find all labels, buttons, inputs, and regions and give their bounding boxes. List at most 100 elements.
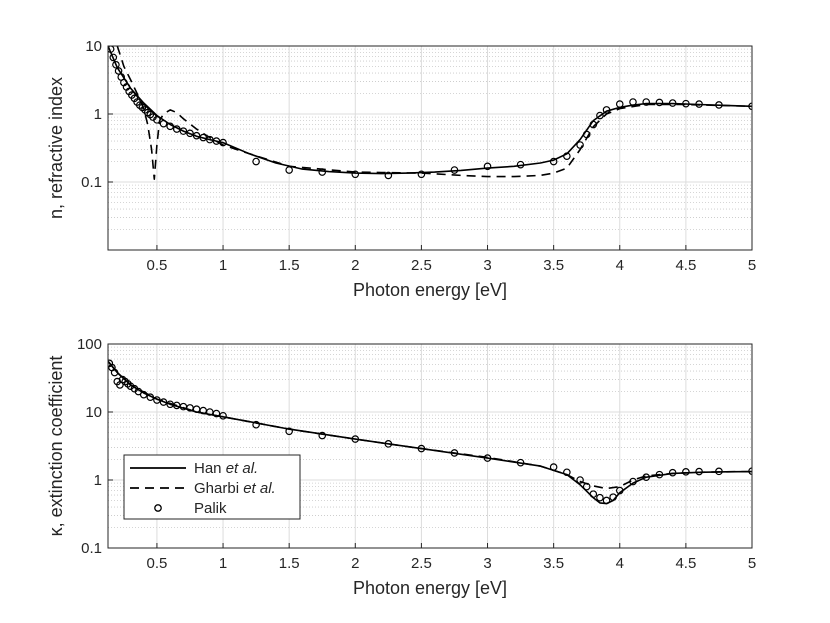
- data-point-palik: [114, 67, 123, 75]
- data-point-palik: [483, 454, 492, 462]
- data-point-palik: [582, 482, 591, 491]
- data-point-palik: [668, 468, 677, 477]
- data-point-palik: [563, 152, 571, 160]
- data-point-palik: [112, 60, 120, 69]
- data-point-palik: [318, 168, 327, 176]
- series-palikmarkers: [108, 359, 752, 505]
- x-tick-label: 5: [748, 257, 756, 274]
- y-axis-label: κ, extinction coefficient: [46, 356, 66, 537]
- data-point-palik: [110, 368, 119, 377]
- x-tick-label: 2.5: [411, 555, 432, 572]
- x-axis-label: Photon energy [eV]: [353, 578, 507, 598]
- data-point-palik: [655, 470, 664, 479]
- data-point-palik: [219, 411, 227, 420]
- data-point-palik: [483, 162, 492, 171]
- data-point-palik: [602, 106, 611, 114]
- data-point-palik: [576, 476, 584, 484]
- data-point-palik: [219, 138, 227, 147]
- y-tick-label: 100: [77, 336, 102, 353]
- x-tick-label: 2: [351, 257, 359, 274]
- x-tick-label: 0.5: [146, 555, 167, 572]
- data-point-palik: [285, 166, 293, 174]
- x-tick-label: 2: [351, 555, 359, 572]
- data-point-palik: [285, 427, 293, 436]
- x-tick-label: 0.5: [146, 257, 167, 274]
- grid: [108, 45, 753, 250]
- data-point-palik: [715, 101, 723, 109]
- data-point-palik: [109, 53, 118, 62]
- data-point-palik: [668, 99, 677, 107]
- x-tick-label: 4: [616, 257, 624, 274]
- data-point-palik: [172, 125, 181, 133]
- y-tick-label: 10: [85, 38, 102, 55]
- y-axis-label: n, refractive index: [46, 77, 66, 219]
- x-tick-label: 1: [219, 257, 227, 274]
- y-tick-label: 0.1: [81, 174, 102, 191]
- x-tick-label: 3: [483, 555, 491, 572]
- data-point-palik: [629, 98, 637, 106]
- data-point-palik: [159, 398, 168, 406]
- data-point-palik: [179, 127, 188, 135]
- svg-text:Gharbi et al.: Gharbi et al.: [194, 480, 276, 497]
- data-point-palik: [212, 409, 221, 418]
- data-point-palik: [351, 170, 360, 179]
- data-point-palik: [318, 431, 327, 440]
- data-point-palik: [417, 444, 426, 453]
- x-axis-label: Photon energy [eV]: [353, 280, 507, 300]
- series-palikmarkers: [108, 46, 752, 180]
- data-point-palik: [450, 449, 459, 457]
- data-point-palik: [159, 119, 168, 128]
- legend-palik-label: Palik: [194, 500, 227, 517]
- data-point-palik: [615, 486, 624, 495]
- data-point-palik: [609, 493, 617, 501]
- data-point-palik: [629, 477, 637, 486]
- x-tick-label: 4.5: [675, 555, 696, 572]
- axes-box: [107, 45, 753, 251]
- data-point-palik: [589, 490, 598, 498]
- data-point-palik: [192, 131, 201, 140]
- legend-box: [123, 454, 301, 520]
- data-point-palik: [642, 98, 651, 106]
- y-tick-label: 0.1: [81, 540, 102, 557]
- data-point-palik: [682, 468, 690, 476]
- data-point-palik: [153, 396, 161, 404]
- legend-gharbi-label: Gharbi: [194, 480, 239, 497]
- data-point-palik: [563, 468, 571, 477]
- x-tick-label: 3.5: [543, 555, 564, 572]
- series-line-gharbi: [116, 46, 752, 180]
- data-point-palik: [695, 467, 703, 476]
- data-point-palik: [417, 170, 426, 179]
- x-tick-label: 1.5: [279, 257, 300, 274]
- x-tick-label: 4: [616, 555, 624, 572]
- data-point-palik: [199, 133, 208, 142]
- data-point-palik: [146, 393, 155, 402]
- data-point-palik: [576, 141, 584, 149]
- extinction-coefficient-panel: 0.5 1 1.5 2 2.5 3 3.5 4 4.5 5 0.1 1 10 100 Photon ener…: [46, 336, 756, 598]
- data-point-palik: [715, 467, 723, 476]
- legend-entry-gharbi: Gharbi et al.: [130, 480, 276, 497]
- y-tick-label: 10: [85, 404, 102, 421]
- x-tick-label: 5: [748, 555, 756, 572]
- x-tick-label: 3: [483, 257, 491, 274]
- x-tick-label: 1.5: [279, 555, 300, 572]
- data-point-palik: [166, 122, 174, 131]
- data-point-palik: [695, 100, 703, 108]
- x-tick-label: 1: [219, 555, 227, 572]
- x-tick-label: 2.5: [411, 257, 432, 274]
- legend-entry-han: Han et al.: [130, 460, 258, 477]
- legend-han-label: Han: [194, 460, 222, 477]
- data-point-palik: [153, 116, 161, 124]
- data-point-palik: [384, 171, 393, 180]
- y-tick-label: 1: [94, 472, 102, 489]
- data-point-palik: [108, 46, 115, 53]
- legend-gharbi-suffix: et al.: [243, 480, 276, 497]
- data-point-palik: [252, 157, 260, 166]
- svg-text:Han et al.: Han et al.: [194, 460, 258, 477]
- data-point-palik: [615, 100, 624, 108]
- x-tick-label: 3.5: [543, 257, 564, 274]
- legend: Han et al. Gharbi et al. Palik: [123, 454, 301, 520]
- tick-labels: 0.5 1 1.5 2 2.5 3 3.5 4 4.5 5 0.1 1 10 100: [77, 336, 756, 572]
- data-point-palik: [549, 463, 558, 471]
- axes-box: [107, 343, 753, 549]
